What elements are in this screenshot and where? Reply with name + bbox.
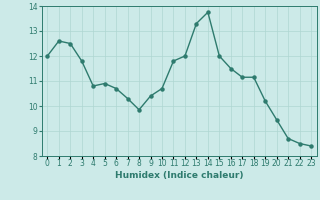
X-axis label: Humidex (Indice chaleur): Humidex (Indice chaleur): [115, 171, 244, 180]
